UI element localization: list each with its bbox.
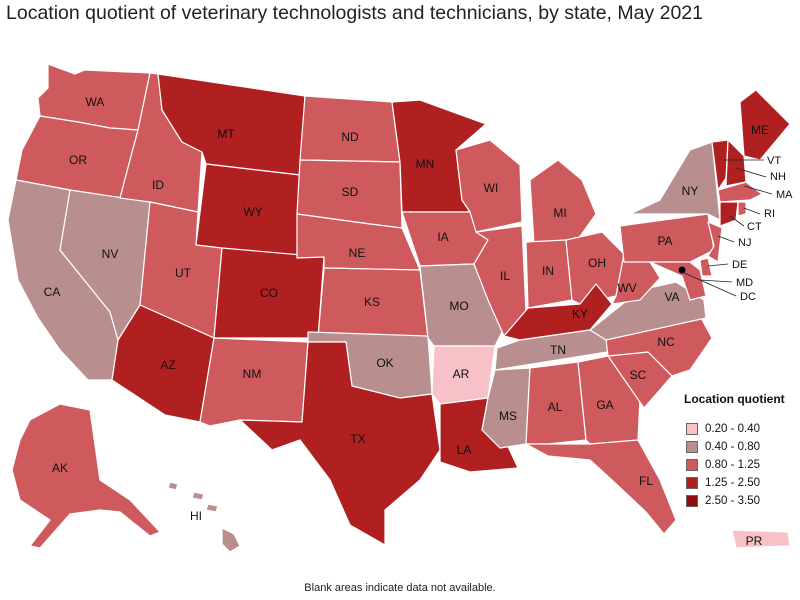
- dc-marker[interactable]: [678, 266, 686, 274]
- label-nm: NM: [243, 367, 262, 381]
- legend-item: 0.80 - 1.25: [686, 458, 760, 472]
- state-hi-island: [191, 491, 205, 501]
- legend-swatch: [686, 423, 698, 435]
- label-wa: WA: [86, 95, 105, 109]
- state-pa[interactable]: [619, 213, 715, 263]
- label-va: VA: [664, 290, 679, 304]
- label-ny: NY: [682, 184, 699, 198]
- state-md[interactable]: [649, 261, 707, 301]
- label-al: AL: [548, 400, 563, 414]
- label-pa: PA: [657, 234, 672, 248]
- label-nj: NJ: [738, 237, 751, 249]
- legend-item: 0.40 - 0.80: [686, 440, 760, 454]
- state-nd[interactable]: [299, 95, 401, 163]
- label-hi: HI: [190, 509, 202, 523]
- label-tx: TX: [350, 432, 365, 446]
- legend-swatch: [686, 459, 698, 471]
- label-wy: WY: [243, 205, 262, 219]
- label-de: DE: [732, 259, 747, 271]
- label-wv: WV: [617, 281, 636, 295]
- legend-label: 0.80 - 1.25: [705, 459, 760, 471]
- state-ri[interactable]: [737, 201, 747, 217]
- state-wi[interactable]: [455, 139, 523, 233]
- state-nc[interactable]: [605, 315, 713, 377]
- state-labels: WA OR CA NV ID MT WY UT AZ CO NM ND SD N…: [44, 95, 793, 548]
- legend-label: 0.40 - 0.80: [705, 441, 760, 453]
- label-mi: MI: [553, 206, 566, 220]
- state-ak[interactable]: [11, 403, 161, 549]
- label-ga: GA: [596, 398, 613, 412]
- footnote: Blank areas indicate data not available.: [304, 582, 496, 594]
- label-ne: NE: [349, 246, 366, 260]
- label-dc: DC: [740, 291, 756, 303]
- label-mo: MO: [449, 299, 468, 313]
- label-nc: NC: [657, 335, 675, 349]
- state-hi-island: [167, 481, 179, 491]
- leader-lines: [681, 159, 773, 297]
- label-ky: KY: [572, 307, 588, 321]
- legend-label: 1.25 - 2.50: [705, 477, 760, 489]
- label-ri: RI: [764, 208, 775, 220]
- label-id: ID: [152, 178, 164, 192]
- label-mt: MT: [217, 127, 235, 141]
- label-tn: TN: [550, 343, 566, 357]
- legend-swatch: [686, 495, 698, 507]
- legend-item: 0.20 - 0.40: [686, 422, 760, 436]
- label-co: CO: [260, 286, 278, 300]
- legend-item: 1.25 - 2.50: [686, 476, 760, 490]
- state-ma[interactable]: [717, 181, 763, 203]
- legend-swatch: [686, 441, 698, 453]
- legend-label: 2.50 - 3.50: [705, 495, 760, 507]
- label-in: IN: [542, 264, 554, 278]
- label-nh: NH: [770, 171, 786, 183]
- state-al[interactable]: [525, 361, 587, 445]
- label-md: MD: [736, 277, 753, 289]
- label-ia: IA: [437, 230, 448, 244]
- label-or: OR: [69, 153, 87, 167]
- state-nm[interactable]: [199, 337, 309, 427]
- label-az: AZ: [160, 358, 175, 372]
- label-fl: FL: [639, 474, 653, 488]
- label-sc: SC: [630, 368, 647, 382]
- label-la: LA: [457, 443, 472, 457]
- label-ct: CT: [747, 221, 762, 233]
- hawaii-small-islands: [167, 481, 219, 513]
- state-mi[interactable]: [529, 159, 597, 245]
- state-pr[interactable]: [731, 529, 791, 549]
- label-sd: SD: [342, 185, 359, 199]
- label-ok: OK: [376, 356, 393, 370]
- legend-swatch: [686, 477, 698, 489]
- label-ak: AK: [52, 461, 68, 475]
- label-oh: OH: [588, 256, 606, 270]
- label-nd: ND: [341, 130, 359, 144]
- state-il[interactable]: [473, 225, 527, 337]
- label-mn: MN: [416, 157, 435, 171]
- label-wi: WI: [484, 181, 499, 195]
- state-nj[interactable]: [707, 221, 723, 263]
- label-ks: KS: [364, 295, 380, 309]
- state-de[interactable]: [699, 257, 713, 277]
- state-hi-island: [205, 503, 219, 513]
- label-ma: MA: [776, 189, 793, 201]
- state-ny[interactable]: [629, 141, 721, 221]
- state-hi[interactable]: [221, 527, 241, 553]
- label-ms: MS: [499, 409, 517, 423]
- legend-title: Location quotient: [684, 392, 785, 406]
- label-pr: PR: [746, 534, 763, 548]
- label-nv: NV: [102, 247, 119, 261]
- legend-item: 2.50 - 3.50: [686, 494, 760, 508]
- map-title: Location quotient of veterinary technolo…: [6, 2, 704, 24]
- state-fl[interactable]: [525, 439, 677, 535]
- state-ct[interactable]: [719, 201, 739, 227]
- label-ar: AR: [453, 367, 470, 381]
- label-me: ME: [751, 123, 769, 137]
- state-tx[interactable]: [239, 341, 441, 546]
- legend-label: 0.20 - 0.40: [705, 423, 760, 435]
- label-ut: UT: [175, 266, 192, 280]
- label-il: IL: [500, 269, 510, 283]
- label-ca: CA: [44, 285, 61, 299]
- label-vt: VT: [767, 155, 781, 167]
